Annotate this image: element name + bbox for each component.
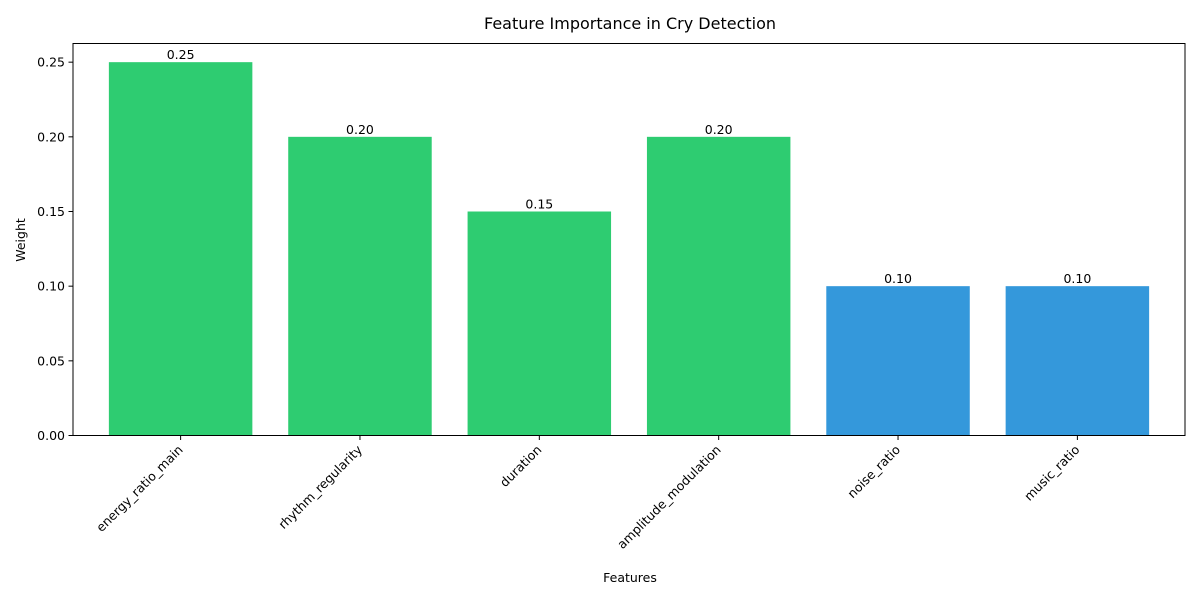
x-tick-label-amplitude_modulation: amplitude_modulation [614, 442, 724, 552]
y-axis: 0.00 0.05 0.10 0.15 0.20 0.25 [37, 55, 73, 443]
data-label-music_ratio: 0.10 [1063, 271, 1091, 286]
bar-duration [467, 211, 612, 436]
bar-rhythm_regularity [288, 136, 432, 436]
data-label-amplitude_modulation: 0.20 [705, 122, 733, 137]
x-axis-label: Features [603, 570, 657, 585]
plot-frame [72, 43, 1186, 436]
bars-layer [108, 62, 1150, 436]
x-tick-label-noise_ratio: noise_ratio [844, 442, 903, 501]
y-tick-label: 0.25 [37, 55, 65, 70]
bar-noise_ratio [826, 286, 970, 436]
y-tick-label: 0.15 [37, 204, 65, 219]
x-tick-label-rhythm_regularity: rhythm_regularity [275, 442, 365, 532]
y-tick-label: 0.00 [37, 428, 65, 443]
data-label-rhythm_regularity: 0.20 [346, 122, 374, 137]
y-tick-label: 0.05 [37, 353, 65, 368]
y-tick-label: 0.20 [37, 129, 65, 144]
x-axis: energy_ratio_main rhythm_regularity durati… [93, 435, 1083, 552]
chart-title: Feature Importance in Cry Detection [484, 14, 776, 33]
bar-energy_ratio_main [108, 62, 253, 436]
x-tick-label-music_ratio: music_ratio [1021, 442, 1083, 504]
x-tick-label-energy_ratio_main: energy_ratio_main [93, 442, 186, 535]
data-label-energy_ratio_main: 0.25 [167, 47, 195, 62]
bar-amplitude_modulation [646, 136, 791, 436]
data-labels-layer: 0.25 0.20 0.15 0.20 0.10 0.10 [167, 47, 1092, 286]
x-tick-label-duration: duration [497, 442, 545, 490]
y-axis-label: Weight [13, 218, 28, 262]
bar-music_ratio [1005, 286, 1150, 436]
data-label-duration: 0.15 [525, 197, 553, 212]
y-tick-label: 0.10 [37, 279, 65, 294]
data-label-noise_ratio: 0.10 [884, 271, 912, 286]
